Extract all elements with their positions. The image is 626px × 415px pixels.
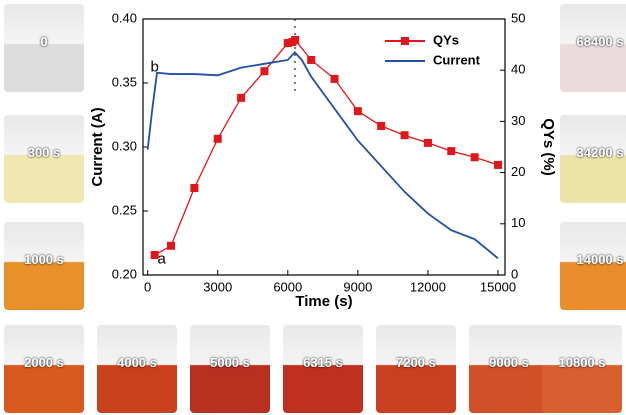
y2-tick-label: 10	[511, 215, 525, 230]
photo: 4000 s	[97, 325, 177, 413]
x-tick-label: 3000	[203, 279, 232, 294]
photo-label: 6315 s	[303, 355, 343, 370]
y2-tick-label: 0	[511, 266, 518, 281]
y-tick-label: 0.35	[112, 74, 137, 89]
marker	[237, 93, 246, 102]
photo-label: 14000 s	[576, 252, 624, 267]
chart: Time (s) Current (A) QYs (%) 0 3000 6000 90…	[89, 10, 557, 310]
x-tick-label: 12000	[410, 279, 446, 294]
photo: 2000 s	[4, 325, 84, 413]
y-axis-label: Current (A)	[89, 107, 106, 186]
y-tick-label: 0.30	[112, 138, 137, 153]
marker	[150, 251, 159, 260]
marker	[291, 35, 300, 44]
photo-label: 0	[40, 34, 48, 49]
x-tick-label: 6000	[273, 279, 302, 294]
photo: 300 s	[4, 115, 84, 203]
photo-label: 300 s	[27, 145, 61, 160]
series-line	[146, 50, 499, 260]
marker	[167, 241, 176, 250]
legend-label: Current	[433, 52, 481, 67]
y-tick-label: 0.40	[112, 10, 137, 25]
annotation: a	[158, 251, 167, 268]
legend-label: QYs	[433, 32, 459, 47]
photo: 6315 s	[283, 325, 363, 413]
y2-tick-label: 50	[511, 10, 525, 25]
marker	[423, 138, 432, 147]
y2-tick-label: 40	[511, 62, 525, 77]
photo: 1000 s	[4, 222, 84, 310]
y-tick-label: 0.20	[112, 266, 137, 281]
photo: 34200 s	[560, 115, 626, 203]
photo-label: 4000 s	[117, 355, 157, 370]
x-axis-label: Time (s)	[295, 293, 352, 310]
y-tick-label: 0.25	[112, 202, 137, 217]
series-line	[154, 39, 499, 256]
photo-label: 10800 s	[558, 355, 606, 370]
photo-label: 1000 s	[24, 252, 64, 267]
photo: 68400 s	[560, 4, 626, 92]
marker	[377, 122, 386, 131]
photo-label: 2000 s	[24, 355, 64, 370]
marker	[493, 160, 502, 169]
photo: 0	[4, 4, 84, 92]
marker	[330, 74, 339, 83]
photo-label: 7200 s	[396, 355, 436, 370]
annotation: b	[151, 59, 159, 76]
marker	[260, 67, 269, 76]
x-tick-label: 0	[144, 279, 151, 294]
marker	[470, 153, 479, 162]
photo: 5000 s	[190, 325, 270, 413]
x-tick-label: 15000	[480, 279, 516, 294]
photo-label: 34200 s	[576, 145, 624, 160]
legend-marker	[401, 37, 409, 45]
marker	[307, 55, 316, 64]
y2-axis-label: QYs (%)	[540, 118, 557, 176]
marker	[190, 183, 199, 192]
marker	[283, 39, 292, 48]
photo: 9000 s	[469, 325, 549, 413]
photo-label: 5000 s	[210, 355, 250, 370]
marker	[447, 147, 456, 156]
marker	[353, 107, 362, 116]
x-tick-label: 9000	[343, 279, 372, 294]
marker	[400, 131, 409, 140]
photo: 14000 s	[560, 222, 626, 310]
marker	[213, 134, 222, 143]
photo-label: 9000 s	[489, 355, 529, 370]
photo-label: 68400 s	[576, 34, 624, 49]
y2-tick-label: 30	[511, 113, 525, 128]
y2-tick-label: 20	[511, 164, 525, 179]
photo: 10800 s	[542, 325, 622, 413]
photo: 7200 s	[376, 325, 456, 413]
